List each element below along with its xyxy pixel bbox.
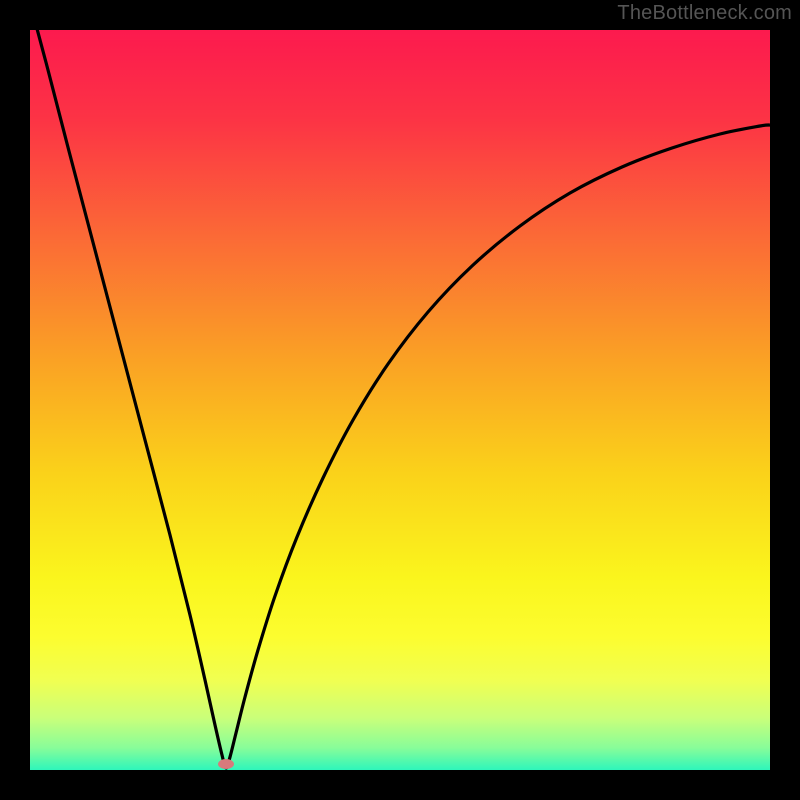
minimum-marker [218, 759, 234, 769]
watermark-text: TheBottleneck.com [617, 2, 792, 25]
bottleneck-chart [0, 0, 800, 800]
bottleneck-chart-container: TheBottleneck.com [0, 0, 800, 800]
gradient-background [30, 30, 770, 770]
